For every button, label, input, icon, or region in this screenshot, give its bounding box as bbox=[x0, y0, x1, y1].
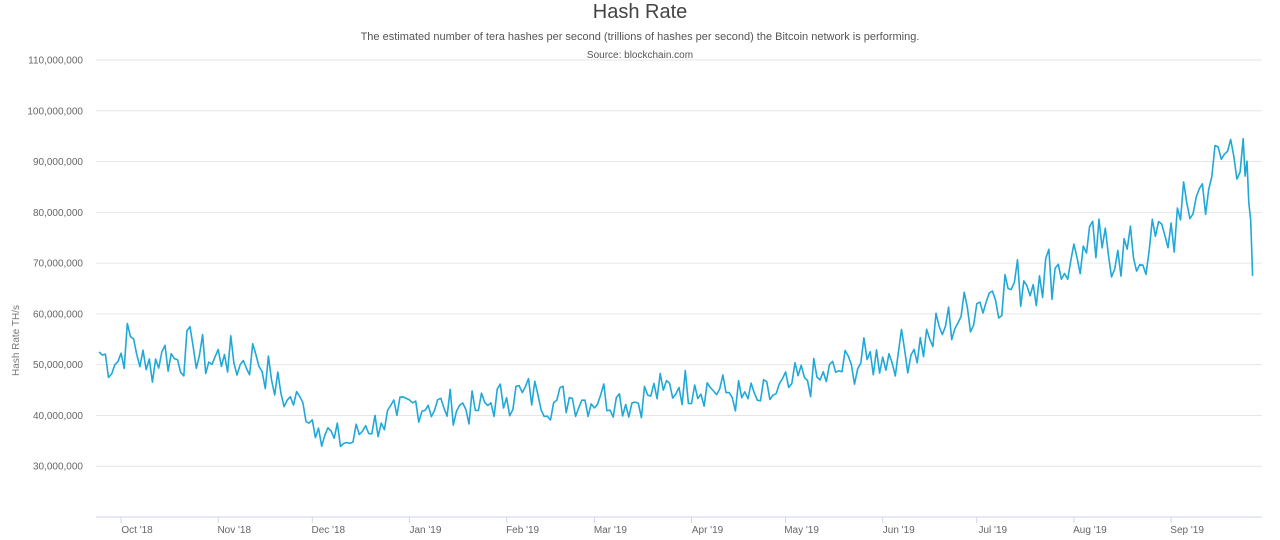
x-tick-label: Oct '18 bbox=[121, 525, 153, 536]
x-tick-label: Feb '19 bbox=[506, 525, 539, 536]
x-tick-label: Jul '19 bbox=[978, 525, 1007, 536]
y-axis-title: Hash Rate TH/s bbox=[11, 305, 22, 376]
x-tick-label: Dec '18 bbox=[311, 525, 345, 536]
x-tick-label: Apr '19 bbox=[692, 525, 724, 536]
x-tick-label: May '19 bbox=[784, 525, 819, 536]
y-tick-label: 110,000,000 bbox=[28, 56, 83, 67]
y-tick-label: 40,000,000 bbox=[33, 411, 83, 422]
y-tick-label: 50,000,000 bbox=[33, 360, 83, 371]
series-line-hash-rate[interactable] bbox=[98, 137, 1254, 448]
chart-source: Source: blockchain.com bbox=[586, 50, 694, 61]
chart-subtitle: The estimated number of tera hashes per … bbox=[360, 31, 920, 43]
y-tick-label: 80,000,000 bbox=[33, 208, 83, 219]
y-tick-label: 70,000,000 bbox=[33, 259, 83, 270]
x-tick-label: Jun '19 bbox=[883, 525, 915, 536]
x-tick-label: Nov '18 bbox=[217, 525, 251, 536]
y-tick-label: 100,000,000 bbox=[27, 106, 83, 117]
grid-lines bbox=[96, 59, 1262, 467]
chart-title: Hash Rate bbox=[592, 1, 688, 23]
y-tick-label: 30,000,000 bbox=[33, 462, 83, 473]
y-tick-label: 60,000,000 bbox=[33, 309, 83, 320]
x-axis-ticks: Oct '18 Nov '18 Dec '18 Jan '19 Feb '19 Mar '… bbox=[120, 517, 1204, 536]
x-tick-label: Jan '19 bbox=[409, 525, 441, 536]
x-tick-label: Aug '19 bbox=[1073, 525, 1107, 536]
x-tick-label: Mar '19 bbox=[594, 525, 627, 536]
y-tick-label: 90,000,000 bbox=[33, 157, 83, 168]
y-axis-ticks: 30,000,000 40,000,000 50,000,000 60,000,000… bbox=[27, 56, 83, 473]
x-tick-label: Sep '19 bbox=[1170, 525, 1204, 536]
